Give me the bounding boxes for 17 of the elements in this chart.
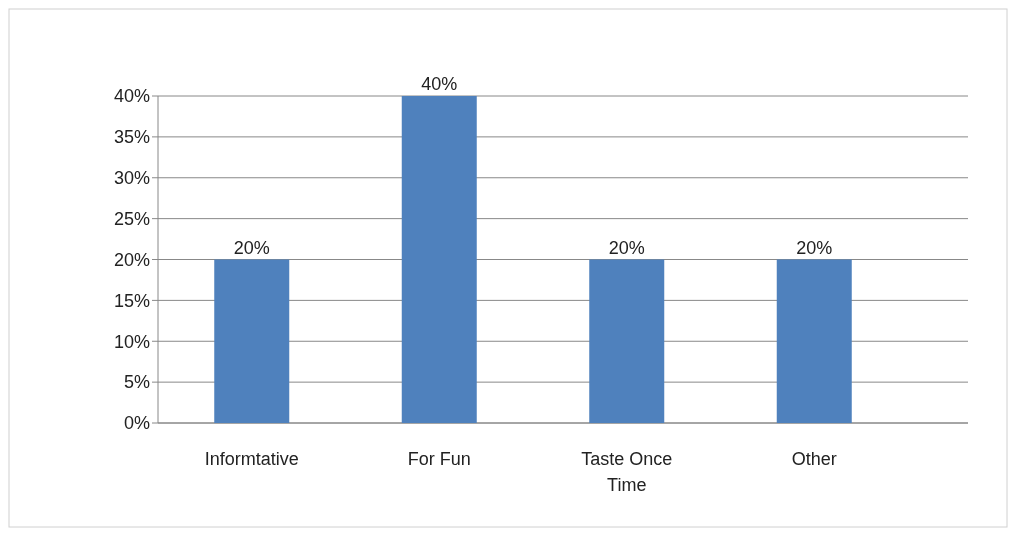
- y-tick-label: 20%: [113, 249, 150, 270]
- x-tick-label: For Fun: [407, 449, 471, 469]
- x-tick-label: Informtative: [204, 449, 299, 469]
- data-label: 40%: [421, 74, 458, 94]
- y-tick-label: 40%: [113, 86, 150, 107]
- y-tick-label: 0%: [123, 413, 150, 434]
- y-tick-label: 10%: [113, 331, 150, 352]
- data-label: 20%: [233, 237, 270, 258]
- y-tick-label: 15%: [113, 290, 150, 311]
- y-tick-label: 30%: [113, 168, 150, 189]
- x-tick-label: Other: [791, 449, 837, 469]
- x-tick-label: Taste Once Time: [581, 449, 673, 495]
- y-tick-label: 25%: [113, 208, 150, 229]
- y-tick-label: 35%: [113, 127, 150, 148]
- data-label: 20%: [608, 237, 645, 258]
- y-tick-label: 5%: [123, 372, 150, 393]
- data-label: 20%: [796, 237, 833, 258]
